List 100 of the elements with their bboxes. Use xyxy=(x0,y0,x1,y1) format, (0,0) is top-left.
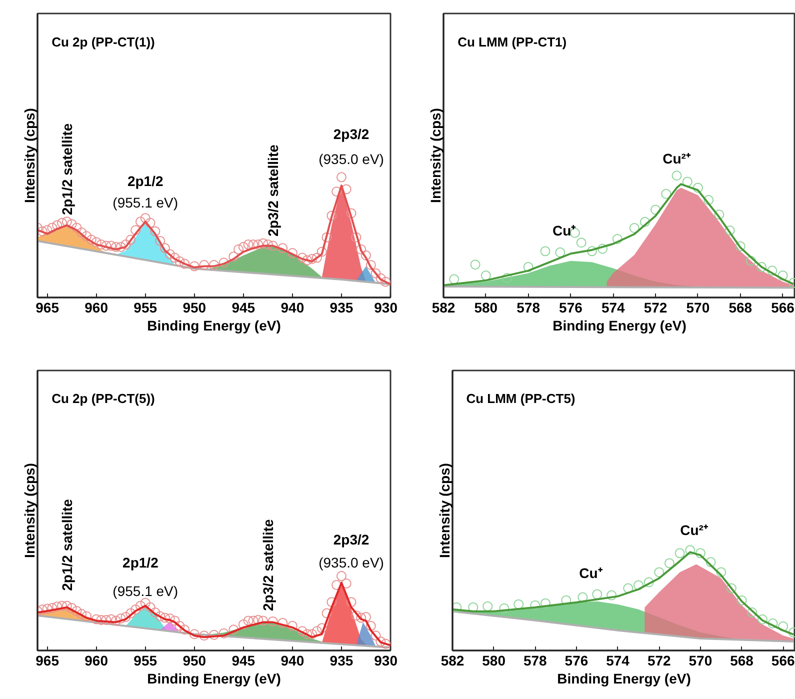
x-tick-label: 574 xyxy=(601,300,626,316)
point xyxy=(706,557,716,568)
annotation: Cu⁺ xyxy=(579,565,603,582)
point xyxy=(640,216,650,227)
annotation: 2p3/2 satellite xyxy=(264,144,281,236)
point xyxy=(576,238,586,248)
point xyxy=(480,270,491,281)
point xyxy=(606,590,617,600)
point xyxy=(523,262,534,272)
point xyxy=(592,589,602,600)
text: (935.0 eV) xyxy=(318,554,384,571)
point xyxy=(530,600,540,610)
point xyxy=(714,210,724,220)
x-tick-label: 955 xyxy=(134,652,158,668)
x-tick-label: 935 xyxy=(330,652,354,668)
text: 2p1/2 xyxy=(122,554,159,571)
point xyxy=(756,262,767,272)
annotation: 2p1/2 satellite xyxy=(58,498,75,591)
point xyxy=(540,246,550,256)
point xyxy=(654,567,664,578)
point xyxy=(695,548,706,558)
point xyxy=(757,614,768,624)
point xyxy=(470,260,480,270)
x-tick-label: 568 xyxy=(730,652,754,668)
x-tick-label: 940 xyxy=(280,300,304,316)
x-tick-label: 566 xyxy=(771,300,795,316)
x-axis-title: Binding Energy (eV) xyxy=(557,670,691,686)
point xyxy=(672,170,682,181)
x-tick-label: 574 xyxy=(606,652,630,668)
x-tick-label: 568 xyxy=(728,300,752,316)
x-tick-label: 950 xyxy=(182,300,206,316)
x-tick-label: 582 xyxy=(432,300,456,316)
annotation: (955.1 eV) xyxy=(112,194,178,210)
point xyxy=(586,246,597,256)
point xyxy=(726,583,736,594)
point xyxy=(612,234,622,244)
annotation: (955.1 eV) xyxy=(112,582,178,599)
x-tick-label: 576 xyxy=(559,300,583,316)
text: 2p3/2 xyxy=(333,532,370,548)
x-tick-label: 582 xyxy=(440,652,464,668)
x-tick-label: 566 xyxy=(771,652,795,668)
point xyxy=(778,621,788,632)
x-tick-label: 580 xyxy=(482,652,506,668)
annotation: Cu⁺ xyxy=(552,222,576,238)
point xyxy=(540,598,550,608)
x-tick-label: 945 xyxy=(232,652,256,668)
point xyxy=(482,601,493,612)
point xyxy=(682,176,692,187)
x-axis-title: Binding Energy (eV) xyxy=(552,318,686,334)
x-axis-title: Binding Energy (eV) xyxy=(147,318,281,334)
point xyxy=(724,225,735,236)
point xyxy=(661,188,672,199)
x-tick-label: 576 xyxy=(564,652,588,668)
point xyxy=(778,270,788,281)
x-tick-label: 570 xyxy=(686,300,710,316)
point xyxy=(644,577,654,588)
x-tick-label: 930 xyxy=(374,652,398,668)
point xyxy=(578,592,588,602)
x-tick-label: 960 xyxy=(84,300,108,316)
y-axis-title: Intensity (cps) xyxy=(22,108,38,203)
point xyxy=(514,599,524,610)
chart-title: Cu 2p (PP-CT(5)) xyxy=(52,391,155,406)
point xyxy=(502,273,512,283)
point xyxy=(746,256,756,266)
annotation: 2p1/2 xyxy=(127,173,164,190)
y-axis-title: Intensity (cps) xyxy=(436,463,452,558)
point xyxy=(768,618,778,628)
x-tick-label: 945 xyxy=(232,300,256,316)
point xyxy=(664,558,674,568)
y-axis-title: Intensity (cps) xyxy=(22,463,38,558)
point xyxy=(633,580,644,590)
point xyxy=(650,204,661,215)
point xyxy=(692,182,703,193)
x-tick-label: 572 xyxy=(647,652,672,668)
annotation: 2p3/2 satellite xyxy=(260,518,276,612)
point xyxy=(704,195,714,205)
point xyxy=(499,603,510,614)
point xyxy=(452,602,462,612)
text: Cu²⁺ xyxy=(680,522,708,538)
point xyxy=(716,567,726,578)
x-axis-title: Binding Energy (eV) xyxy=(147,670,281,686)
x-tick-label: 950 xyxy=(182,652,206,668)
x-tick-label: 580 xyxy=(474,300,498,316)
x-tick-label: 572 xyxy=(644,300,668,316)
x-tick-label: 578 xyxy=(523,652,548,668)
annotation: 2p1/2 satellite xyxy=(58,123,75,216)
x-tick-label: 965 xyxy=(36,300,60,316)
chart-title: Cu 2p (PP-CT(1)) xyxy=(52,34,155,50)
x-tick-label: 570 xyxy=(688,652,712,668)
x-tick-label: 955 xyxy=(134,300,158,316)
point xyxy=(623,583,634,594)
text: Cu²⁺ xyxy=(662,150,691,166)
chart-title: Cu LMM (PP-CT5) xyxy=(466,391,576,406)
point xyxy=(767,266,778,276)
point xyxy=(598,244,608,254)
x-tick-label: 935 xyxy=(330,300,354,316)
text: 2p3/2 xyxy=(333,126,370,142)
point xyxy=(736,595,747,606)
x-tick-label: 960 xyxy=(84,652,108,668)
chart-title: Cu LMM (PP-CT1) xyxy=(458,34,567,50)
